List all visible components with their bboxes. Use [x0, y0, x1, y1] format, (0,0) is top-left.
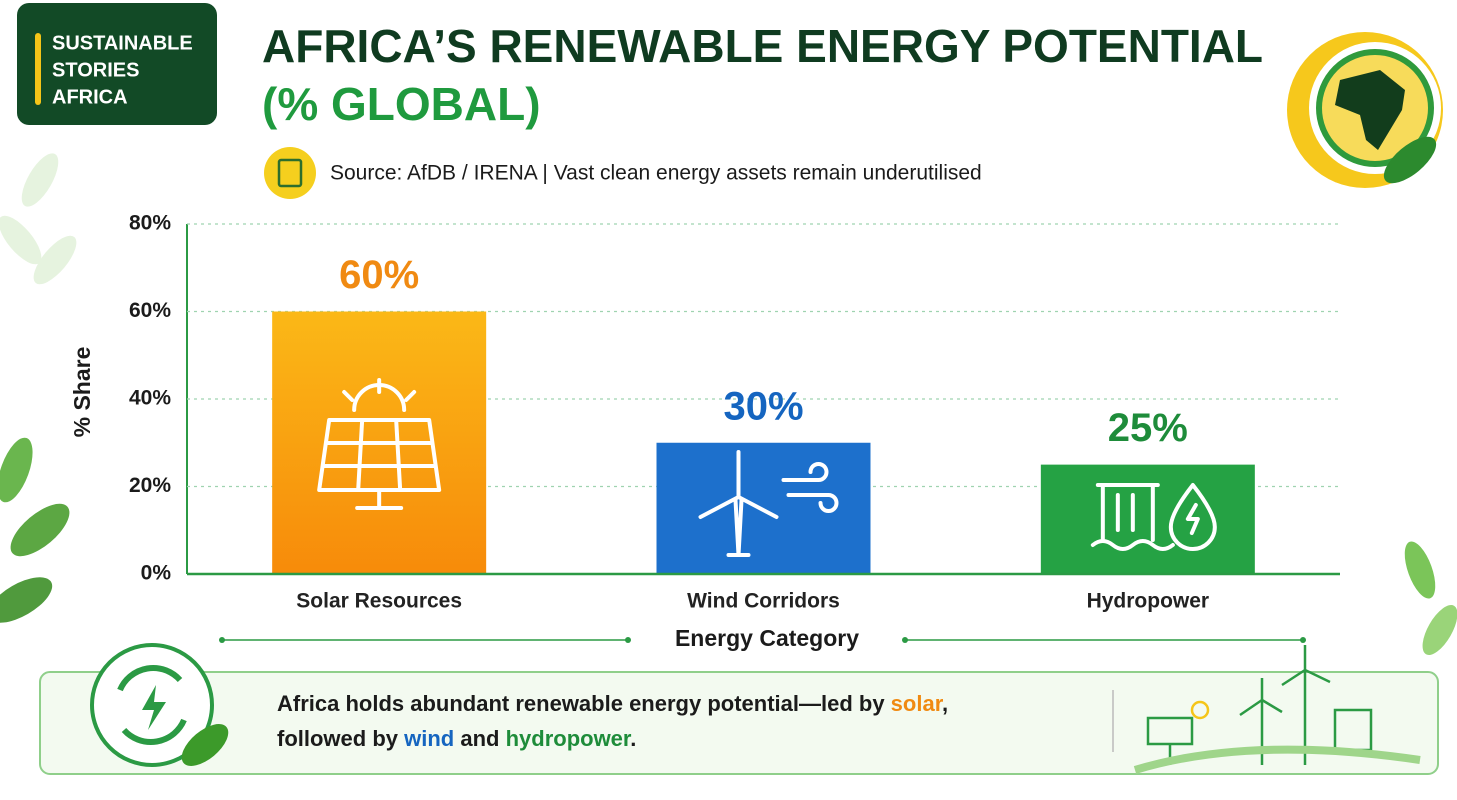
chart-title: AFRICA’S RENEWABLE ENERGY POTENTIAL: [262, 20, 1263, 72]
rule-dot: [625, 637, 631, 643]
y-tick-label: 40%: [129, 387, 171, 410]
footer-part: followed by: [277, 726, 404, 751]
footer-leaf: [181, 724, 229, 766]
brand-line: SUSTAINABLE: [52, 32, 193, 54]
hydro-icon: [1090, 483, 1217, 551]
y-tick-label: 20%: [129, 474, 171, 497]
bar: [1040, 464, 1255, 574]
footer-box: [39, 671, 1439, 775]
rule-dot: [902, 637, 908, 643]
footer-part: and: [454, 726, 505, 751]
brand-line: AFRICA: [52, 86, 128, 108]
source-icon: [264, 147, 316, 199]
chart-subtitle: (% GLOBAL): [262, 78, 541, 130]
value-label: 30%: [723, 384, 803, 428]
footer-icon-bolt: [142, 685, 166, 730]
value-label: 25%: [1108, 406, 1188, 450]
footer-part: .: [630, 726, 636, 751]
footer-part: wind: [403, 726, 454, 751]
footer-part: ,: [942, 691, 948, 716]
source-icon-doc: [277, 158, 303, 188]
brand-box: [17, 3, 217, 125]
x-axis-label: Energy Category: [675, 625, 859, 651]
x-tick-label: Hydropower: [1087, 590, 1210, 613]
footer-part: hydropower: [506, 726, 632, 751]
africa-emblem: [1287, 32, 1443, 188]
footer-icon-arrows: [117, 665, 187, 745]
wind-icon: [698, 450, 839, 557]
brand-accent: [35, 33, 41, 105]
footer-part: Africa holds abundant renewable energy p…: [277, 691, 891, 716]
value-label: 60%: [339, 253, 419, 297]
y-tick-label: 0%: [141, 562, 172, 585]
y-tick-label: 60%: [129, 299, 171, 322]
x-tick-label: Wind Corridors: [687, 590, 840, 613]
source-note: Source: AfDB / IRENA | Vast clean energy…: [330, 162, 982, 185]
rule-dot: [219, 637, 225, 643]
solar-icon: [317, 378, 442, 510]
footer-part: solar: [891, 691, 944, 716]
y-axis-label: % Share: [69, 347, 95, 438]
brand-line: STORIES: [52, 59, 139, 81]
decor-leaves: [0, 153, 1457, 655]
footer-scene: [1133, 645, 1421, 774]
rule-dot: [1300, 637, 1306, 643]
plot-area: 0% 20% 40% 60% 80% 60% Solar Resources 30% Wind …: [129, 212, 1340, 613]
footer-text: Africa holds abundant renewable energy p…: [277, 691, 954, 751]
y-tick-label: 80%: [129, 212, 171, 235]
x-tick-label: Solar Resources: [296, 590, 462, 613]
